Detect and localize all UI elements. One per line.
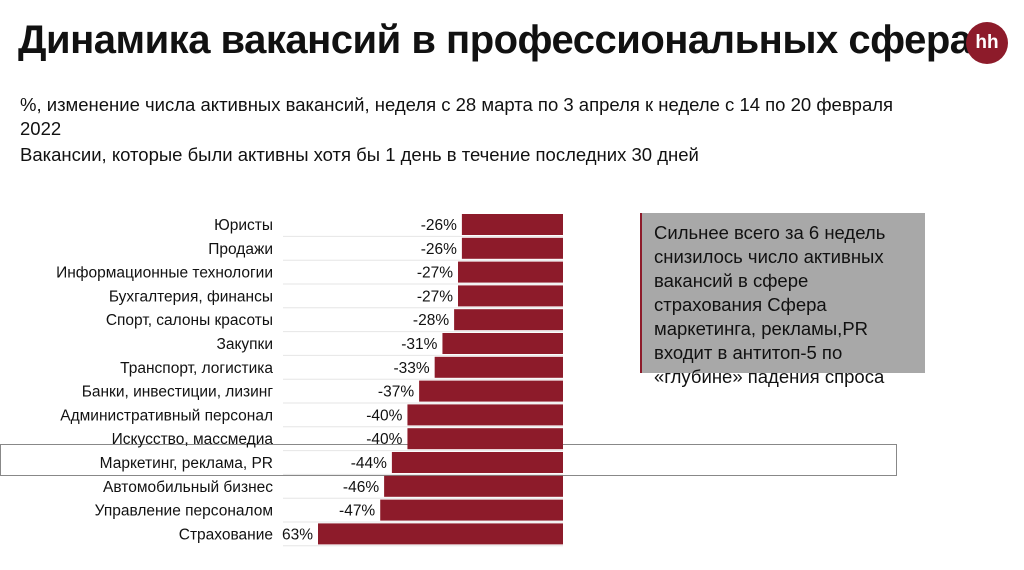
category-label: Юристы bbox=[214, 217, 273, 234]
value-label: -27% bbox=[417, 288, 453, 305]
category-label: Спорт, салоны красоты bbox=[106, 312, 273, 329]
hh-logo: hh bbox=[966, 22, 1008, 64]
bar bbox=[461, 237, 563, 259]
bar bbox=[407, 428, 563, 450]
value-label: -44% bbox=[351, 455, 387, 472]
page-title: Динамика вакансий в профессиональных сфе… bbox=[18, 18, 994, 62]
value-label: -26% bbox=[421, 241, 457, 258]
category-label: Страхование bbox=[179, 526, 273, 543]
bar bbox=[391, 452, 563, 473]
bar bbox=[458, 285, 563, 307]
category-label: Искусство, массмедиа bbox=[112, 431, 274, 448]
value-label: -26% bbox=[421, 217, 457, 234]
category-label: Административный персонал bbox=[60, 407, 273, 424]
callout-box bbox=[640, 213, 925, 373]
category-label: Закупки bbox=[216, 336, 273, 353]
category-label: Бухгалтерия, финансы bbox=[109, 288, 273, 305]
bar bbox=[458, 261, 563, 283]
bar bbox=[419, 380, 563, 402]
value-label: -33% bbox=[393, 360, 429, 377]
category-label: Банки, инвестиции, лизинг bbox=[82, 384, 274, 401]
value-label: -37% bbox=[378, 384, 414, 401]
bar bbox=[454, 309, 563, 331]
category-label: Информационные технологии bbox=[56, 265, 273, 282]
category-label: Продажи bbox=[208, 241, 273, 258]
value-label: -27% bbox=[417, 265, 453, 282]
bar bbox=[318, 523, 563, 545]
category-label: Автомобильный бизнес bbox=[103, 479, 273, 496]
category-label: Маркетинг, реклама, PR bbox=[100, 455, 273, 472]
value-label: -31% bbox=[401, 336, 437, 353]
category-label: Управление персоналом bbox=[95, 503, 273, 520]
value-label: -46% bbox=[343, 479, 379, 496]
bar bbox=[407, 404, 563, 426]
value-label: -40% bbox=[366, 407, 402, 424]
bar bbox=[434, 356, 563, 378]
bar bbox=[384, 475, 563, 497]
chart-note: Вакансии, которые были активны хотя бы 1… bbox=[20, 144, 699, 165]
bar bbox=[461, 214, 563, 235]
value-label: -28% bbox=[413, 312, 449, 329]
bar bbox=[442, 333, 563, 354]
value-label: -47% bbox=[339, 503, 375, 520]
chart-subtitle: %, изменение числа активных вакансий, не… bbox=[20, 94, 894, 139]
bar-chart: Юристы -26% Продажи -26% Информационные техн… bbox=[56, 214, 563, 547]
callout-text: Сильнее всего за 6 недель снизилось числ… bbox=[654, 222, 886, 387]
value-label: -40% bbox=[366, 431, 402, 448]
category-label: Транспорт, логистика bbox=[120, 360, 273, 377]
value-label: 63% bbox=[282, 526, 313, 543]
bar bbox=[380, 499, 563, 521]
